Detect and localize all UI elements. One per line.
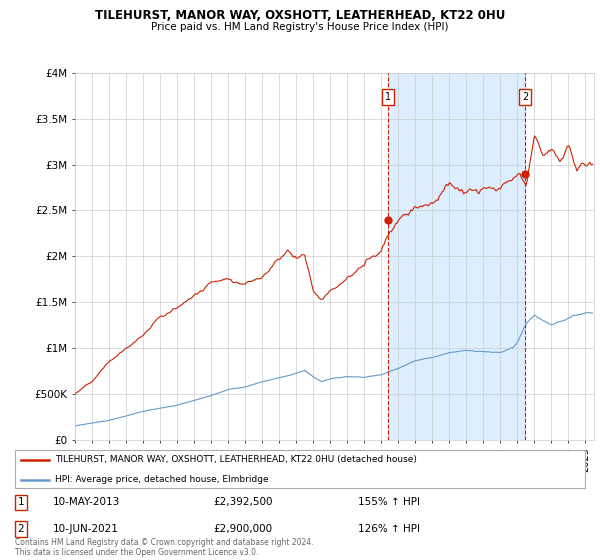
Text: 1: 1 (385, 92, 391, 102)
Text: 2: 2 (17, 524, 24, 534)
Text: TILEHURST, MANOR WAY, OXSHOTT, LEATHERHEAD, KT22 0HU (detached house): TILEHURST, MANOR WAY, OXSHOTT, LEATHERHE… (55, 455, 417, 464)
Text: 155% ↑ HPI: 155% ↑ HPI (358, 497, 419, 507)
Text: HPI: Average price, detached house, Elmbridge: HPI: Average price, detached house, Elmb… (55, 475, 269, 484)
Bar (388, 73, 525, 440)
Text: 10-MAY-2013: 10-MAY-2013 (52, 497, 119, 507)
Text: 2: 2 (522, 92, 528, 102)
Text: 10-JUN-2021: 10-JUN-2021 (52, 524, 118, 534)
FancyBboxPatch shape (15, 450, 585, 488)
Text: Price paid vs. HM Land Registry's House Price Index (HPI): Price paid vs. HM Land Registry's House … (151, 22, 449, 32)
Text: £2,392,500: £2,392,500 (214, 497, 273, 507)
Text: TILEHURST, MANOR WAY, OXSHOTT, LEATHERHEAD, KT22 0HU: TILEHURST, MANOR WAY, OXSHOTT, LEATHERHE… (95, 9, 505, 22)
Text: £2,900,000: £2,900,000 (214, 524, 273, 534)
Text: 126% ↑ HPI: 126% ↑ HPI (358, 524, 419, 534)
Text: 1: 1 (17, 497, 24, 507)
Text: Contains HM Land Registry data © Crown copyright and database right 2024.
This d: Contains HM Land Registry data © Crown c… (15, 538, 314, 557)
